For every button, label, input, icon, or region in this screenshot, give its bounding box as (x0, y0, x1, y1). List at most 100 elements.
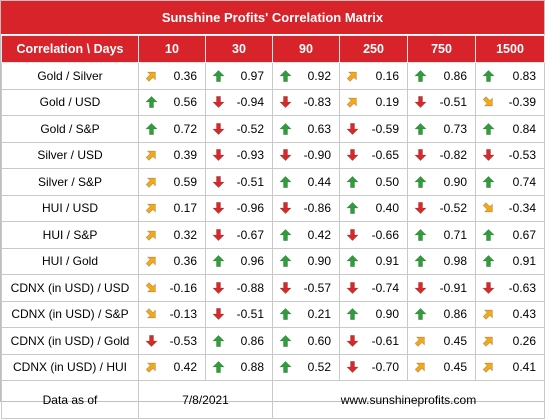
arrow-up-icon (482, 228, 495, 241)
correlation-cell: 0.45 (407, 327, 476, 355)
correlation-cell: 0.41 (475, 353, 545, 381)
correlation-value: -0.39 (508, 95, 536, 110)
correlation-cell: 0.90 (272, 247, 340, 275)
correlation-cell: 0.84 (475, 115, 545, 143)
correlation-cell: -0.65 (339, 141, 408, 169)
row-label: HUI / S&P (1, 221, 139, 249)
arrow-up-right-icon (145, 202, 158, 215)
correlation-value: 0.42 (173, 360, 197, 375)
correlation-cell: -0.53 (475, 141, 545, 169)
correlation-cell: 0.73 (407, 115, 476, 143)
correlation-value: -0.88 (236, 280, 264, 295)
footer-date: 7/8/2021 (138, 380, 273, 419)
header-corner: Correlation \ Days (1, 35, 139, 63)
correlation-cell: 0.56 (138, 88, 206, 116)
arrow-down-icon (482, 281, 495, 294)
table-row: CDNX (in USD) / HUI 0.42 0.88 0.52 -0.70 0.45… (1, 353, 545, 381)
correlation-cell: 0.63 (272, 115, 340, 143)
arrow-down-icon (346, 361, 359, 374)
table-row: CDNX (in USD) / S&P -0.13 -0.51 0.21 0.90 0.8… (1, 300, 545, 328)
arrow-up-right-icon (346, 96, 359, 109)
row-label: CDNX (in USD) / USD (1, 274, 139, 302)
correlation-value: 0.88 (240, 360, 264, 375)
correlation-cell: 0.98 (407, 247, 476, 275)
arrow-up-icon (279, 228, 292, 241)
correlation-cell: -0.52 (407, 194, 476, 222)
correlation-value: -0.51 (439, 95, 467, 110)
arrow-down-icon (414, 96, 427, 109)
arrow-down-icon (346, 149, 359, 162)
correlation-cell: 0.42 (138, 353, 206, 381)
arrow-up-icon (482, 69, 495, 82)
correlation-value: -0.63 (508, 280, 536, 295)
arrow-up-icon (346, 175, 359, 188)
correlation-value: -0.90 (303, 148, 331, 163)
correlation-cell: -0.83 (272, 88, 340, 116)
arrow-up-icon (414, 69, 427, 82)
row-label: HUI / Gold (1, 247, 139, 275)
correlation-value: 0.44 (307, 174, 331, 189)
arrow-down-icon (346, 228, 359, 241)
correlation-cell: -0.13 (138, 300, 206, 328)
arrow-down-icon (145, 334, 158, 347)
correlation-value: -0.16 (169, 280, 197, 295)
table-row: Gold / USD 0.56 -0.94 -0.83 0.19 -0.51 -0.39 (1, 88, 545, 116)
arrow-up-right-icon (145, 255, 158, 268)
arrow-up-right-icon (482, 334, 495, 347)
arrow-up-icon (346, 202, 359, 215)
correlation-value: 0.52 (307, 360, 331, 375)
row-label: CDNX (in USD) / Gold (1, 327, 139, 355)
correlation-cell: -0.70 (339, 353, 408, 381)
correlation-cell: 0.90 (339, 300, 408, 328)
correlation-cell: -0.57 (272, 274, 340, 302)
matrix-title: Sunshine Profits' Correlation Matrix (1, 1, 544, 35)
correlation-cell: 0.60 (272, 327, 340, 355)
correlation-value: -0.57 (303, 280, 331, 295)
table-row: Gold / S&P 0.72 -0.52 0.63 -0.59 0.73 0.84 (1, 115, 545, 143)
correlation-cell: 0.91 (475, 247, 545, 275)
correlation-cell: -0.16 (138, 274, 206, 302)
correlation-value: 0.45 (443, 333, 467, 348)
correlation-value: 0.71 (443, 227, 467, 242)
arrow-down-icon (212, 175, 225, 188)
correlation-value: -0.65 (371, 148, 399, 163)
arrow-down-icon (212, 149, 225, 162)
correlation-cell: -0.96 (205, 194, 273, 222)
correlation-cell: 0.45 (407, 353, 476, 381)
arrow-down-icon (212, 228, 225, 241)
correlation-value: -0.93 (236, 148, 264, 163)
table-row: HUI / S&P 0.32 -0.67 0.42 -0.66 0.71 0.67 (1, 221, 545, 249)
arrow-up-right-icon (482, 361, 495, 374)
correlation-value: 0.40 (375, 201, 399, 216)
correlation-cell: 0.67 (475, 221, 545, 249)
arrow-down-icon (346, 281, 359, 294)
correlation-cell: 0.71 (407, 221, 476, 249)
correlation-value: -0.52 (236, 121, 264, 136)
arrow-up-icon (145, 122, 158, 135)
footer-row: Data as of 7/8/2021 www.sunshineprofits.co… (1, 380, 545, 419)
header-days: 30 (205, 35, 273, 63)
correlation-cell: 0.36 (138, 247, 206, 275)
correlation-cell: 0.26 (475, 327, 545, 355)
arrow-down-icon (279, 202, 292, 215)
correlation-value: -0.82 (439, 148, 467, 163)
correlation-value: 0.63 (307, 121, 331, 136)
arrow-down-icon (212, 96, 225, 109)
correlation-value: 0.96 (240, 254, 264, 269)
correlation-cell: 0.86 (407, 62, 476, 90)
correlation-value: -0.91 (439, 280, 467, 295)
correlation-cell: 0.86 (205, 327, 273, 355)
arrow-up-icon (212, 334, 225, 347)
arrow-up-icon (212, 255, 225, 268)
table-row: CDNX (in USD) / Gold -0.53 0.86 0.60 -0.61 0.… (1, 327, 545, 355)
correlation-cell: 0.42 (272, 221, 340, 249)
correlation-cell: 0.40 (339, 194, 408, 222)
correlation-value: 0.90 (307, 254, 331, 269)
correlation-value: 0.56 (173, 95, 197, 110)
correlation-cell: -0.51 (205, 300, 273, 328)
arrow-down-icon (279, 149, 292, 162)
correlation-value: 0.42 (307, 227, 331, 242)
row-label: CDNX (in USD) / S&P (1, 300, 139, 328)
correlation-value: -0.34 (508, 201, 536, 216)
correlation-value: 0.60 (307, 333, 331, 348)
